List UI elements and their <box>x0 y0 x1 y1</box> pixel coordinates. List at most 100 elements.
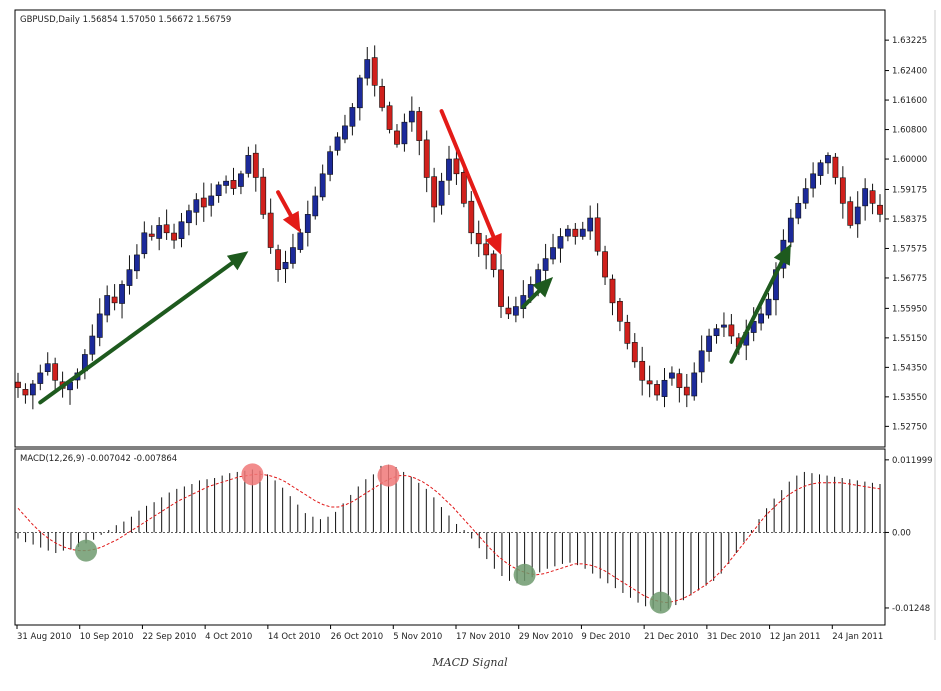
candle <box>119 280 125 319</box>
candle-body <box>186 210 192 224</box>
candle-body <box>847 201 854 226</box>
candle-body <box>825 155 831 164</box>
chart-caption: MACD Signal <box>431 656 508 669</box>
candle <box>290 233 296 269</box>
candle <box>171 223 177 249</box>
candle <box>238 170 244 195</box>
candle-body <box>758 313 765 324</box>
candle-body <box>646 380 653 385</box>
candle <box>721 312 727 337</box>
candle-body <box>379 86 386 108</box>
candle-body <box>29 383 36 396</box>
signal-marker <box>649 591 672 614</box>
candle-body <box>669 372 675 379</box>
candle-body <box>475 232 482 245</box>
macd-histogram <box>15 463 885 614</box>
candle <box>364 47 371 86</box>
candle-body <box>617 300 623 322</box>
candle-body <box>141 232 148 255</box>
trend-arrow-head <box>532 277 554 298</box>
price-tick-label: 1.61600 <box>892 96 927 106</box>
macd-tick-label: 0.00 <box>892 528 911 538</box>
candle <box>505 296 512 320</box>
candle-body <box>163 224 170 234</box>
candle-body <box>260 176 267 215</box>
date-tick-label: 9 Dec 2010 <box>581 632 630 642</box>
date-tick-label: 31 Dec 2010 <box>707 632 761 642</box>
candle <box>394 124 400 148</box>
candle-body <box>721 324 727 328</box>
candle <box>854 191 861 238</box>
trend-arrow <box>38 251 249 405</box>
candle <box>356 74 363 121</box>
trend-arrow-head <box>226 251 249 271</box>
candle <box>44 352 51 376</box>
candle-body <box>817 162 824 176</box>
candle <box>609 274 616 316</box>
candle-body <box>290 247 296 264</box>
price-tick-label: 1.53550 <box>892 393 927 403</box>
candle-body <box>15 381 21 388</box>
candle <box>557 228 564 263</box>
candle-body <box>394 130 400 145</box>
candle-body <box>37 372 44 384</box>
trend-arrow-shaft <box>439 109 496 239</box>
trend-arrow <box>521 277 554 309</box>
candle <box>564 225 571 242</box>
candle <box>698 335 705 383</box>
macd-tick-label: -0.01248 <box>892 604 930 614</box>
candle-body <box>535 269 542 285</box>
trend-arrow-head <box>773 243 791 266</box>
candle <box>490 250 497 278</box>
date-tick-label: 10 Sep 2010 <box>80 632 134 642</box>
candle-body <box>238 173 244 187</box>
candle <box>446 145 452 196</box>
trend-arrow-shaft <box>38 260 235 405</box>
candle <box>862 178 869 221</box>
date-tick-label: 31 Aug 2010 <box>17 632 71 642</box>
date-tick-label: 22 Sep 2010 <box>142 632 196 642</box>
candle-body <box>111 296 118 304</box>
candle-body <box>223 180 229 186</box>
candle-body <box>423 139 430 178</box>
date-tick-label: 12 Jan 2011 <box>770 632 821 642</box>
price-tick-label: 1.59175 <box>892 185 927 195</box>
candle <box>245 146 252 178</box>
candle <box>267 198 274 254</box>
candle <box>89 324 96 361</box>
candle <box>594 203 601 256</box>
candle <box>787 209 794 248</box>
candle-body <box>171 232 177 241</box>
candle <box>193 193 200 226</box>
candle <box>683 373 690 408</box>
candle-body <box>550 247 556 260</box>
candle-body <box>713 328 720 337</box>
candle-body <box>490 253 497 270</box>
candle <box>416 106 423 156</box>
candle <box>141 221 148 259</box>
candle <box>624 314 631 350</box>
candle <box>475 220 482 257</box>
candle-body <box>557 236 564 249</box>
candle-body <box>416 111 423 141</box>
candle-body <box>609 278 616 304</box>
signal-marker <box>241 463 264 486</box>
candle-body <box>498 269 504 307</box>
candle-body <box>624 321 631 344</box>
candle <box>646 365 653 398</box>
candle-body <box>631 342 638 363</box>
candle-body <box>178 221 185 239</box>
signal-marker <box>377 464 400 487</box>
candle <box>512 296 519 323</box>
macd-tick-label: 0.011999 <box>892 456 933 466</box>
candle <box>676 368 683 403</box>
candle <box>669 366 675 386</box>
candle <box>52 357 59 392</box>
candle-body <box>587 217 594 232</box>
candle-body <box>683 386 690 396</box>
price-tick-label: 1.63225 <box>892 36 927 46</box>
candle-body <box>349 107 356 127</box>
candle-body <box>572 228 579 237</box>
candle-body <box>104 295 111 316</box>
candle-body <box>342 125 348 140</box>
